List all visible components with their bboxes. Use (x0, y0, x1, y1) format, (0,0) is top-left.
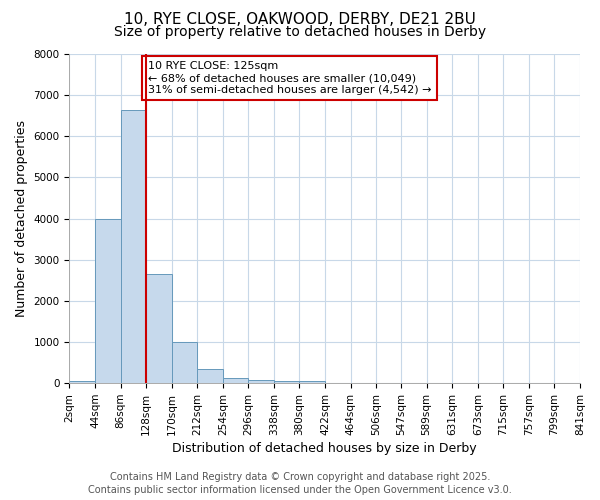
Bar (146, 274, 172, 383)
Text: Size of property relative to detached houses in Derby: Size of property relative to detached ho… (114, 25, 486, 39)
Bar (197, 369, 223, 383)
Bar (274, 381, 299, 383)
Y-axis label: Number of detached properties: Number of detached properties (15, 120, 28, 317)
Bar (121, 110, 146, 383)
Text: 10, RYE CLOSE, OAKWOOD, DERBY, DE21 2BU: 10, RYE CLOSE, OAKWOOD, DERBY, DE21 2BU (124, 12, 476, 28)
Bar (95, 218, 121, 383)
Bar (70, 381, 95, 383)
Bar (248, 380, 274, 383)
X-axis label: Distribution of detached houses by size in Derby: Distribution of detached houses by size … (172, 442, 477, 455)
Text: 10 RYE CLOSE: 125sqm
← 68% of detached houses are smaller (10,049)
31% of semi-d: 10 RYE CLOSE: 125sqm ← 68% of detached h… (148, 62, 431, 94)
Bar (172, 342, 197, 383)
Text: Contains HM Land Registry data © Crown copyright and database right 2025.
Contai: Contains HM Land Registry data © Crown c… (88, 472, 512, 495)
Bar (223, 378, 248, 383)
Bar (299, 381, 325, 383)
